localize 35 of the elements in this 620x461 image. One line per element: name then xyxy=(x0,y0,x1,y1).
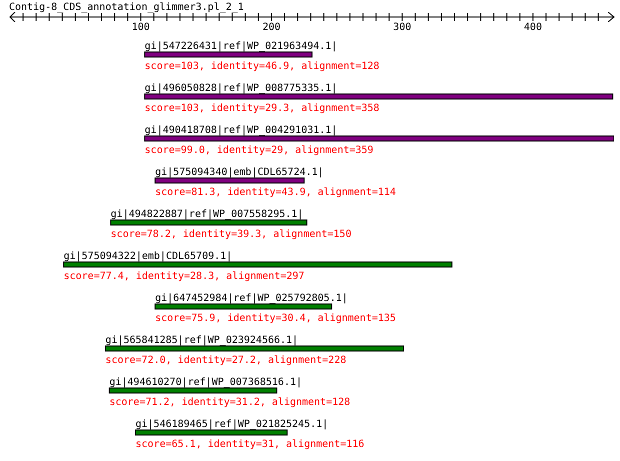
y-tick-label: gi|647452984|ref|WP_025792805.1| xyxy=(155,293,348,304)
y-tick-label: gi|565841285|ref|WP_023924566.1| xyxy=(105,335,298,346)
bar xyxy=(144,52,312,58)
annotation: score=71.2, identity=31.2, alignment=128 xyxy=(109,397,350,408)
y-tick-label: gi|494822887|ref|WP_007558295.1| xyxy=(110,209,304,220)
bar xyxy=(110,220,308,226)
x-tick-label: 400 xyxy=(524,22,542,33)
bar xyxy=(135,430,288,436)
chart-title: Contig-8_CDS_annotation_glimmer3.pl_2_1 xyxy=(9,2,244,13)
annotation: score=103, identity=46.9, alignment=128 xyxy=(144,61,380,72)
x-tick-label: 200 xyxy=(262,22,281,33)
annotation: score=103, identity=29.3, alignment=358 xyxy=(144,103,380,114)
bar xyxy=(108,388,278,394)
y-tick-label: gi|575094322|emb|CDL65709.1| xyxy=(64,251,232,262)
annotation: score=78.2, identity=39.3, alignment=150 xyxy=(110,229,352,240)
y-tick-label: gi|490418708|ref|WP_004291031.1| xyxy=(144,125,338,136)
annotation: score=77.4, identity=28.3, alignment=297 xyxy=(64,271,304,282)
y-tick-label: gi|575094340|emb|CDL65724.1| xyxy=(155,167,324,178)
y-tick-label: gi|547226431|ref|WP_021963494.1| xyxy=(144,41,338,52)
bar xyxy=(154,304,332,310)
annotation: score=75.9, identity=30.4, alignment=135 xyxy=(155,313,396,324)
annotation: score=65.1, identity=31, alignment=116 xyxy=(136,439,364,450)
x-tick-label: 100 xyxy=(132,22,150,33)
y-tick-label: gi|546189465|ref|WP_021825245.1| xyxy=(136,419,328,430)
annotation: score=81.3, identity=43.9, alignment=114 xyxy=(155,187,396,198)
annotation: score=99.0, identity=29, alignment=359 xyxy=(144,145,374,156)
y-tick-label: gi|494610270|ref|WP_007368516.1| xyxy=(109,377,302,388)
bar xyxy=(104,346,404,352)
bar xyxy=(144,94,614,100)
x-tick-label: 300 xyxy=(393,22,412,33)
annotation: score=72.0, identity=27.2, alignment=228 xyxy=(105,355,346,366)
bar xyxy=(63,262,452,268)
bar xyxy=(144,136,614,142)
bar xyxy=(154,178,305,184)
y-tick-label: gi|496050828|ref|WP_008775335.1| xyxy=(144,83,338,94)
